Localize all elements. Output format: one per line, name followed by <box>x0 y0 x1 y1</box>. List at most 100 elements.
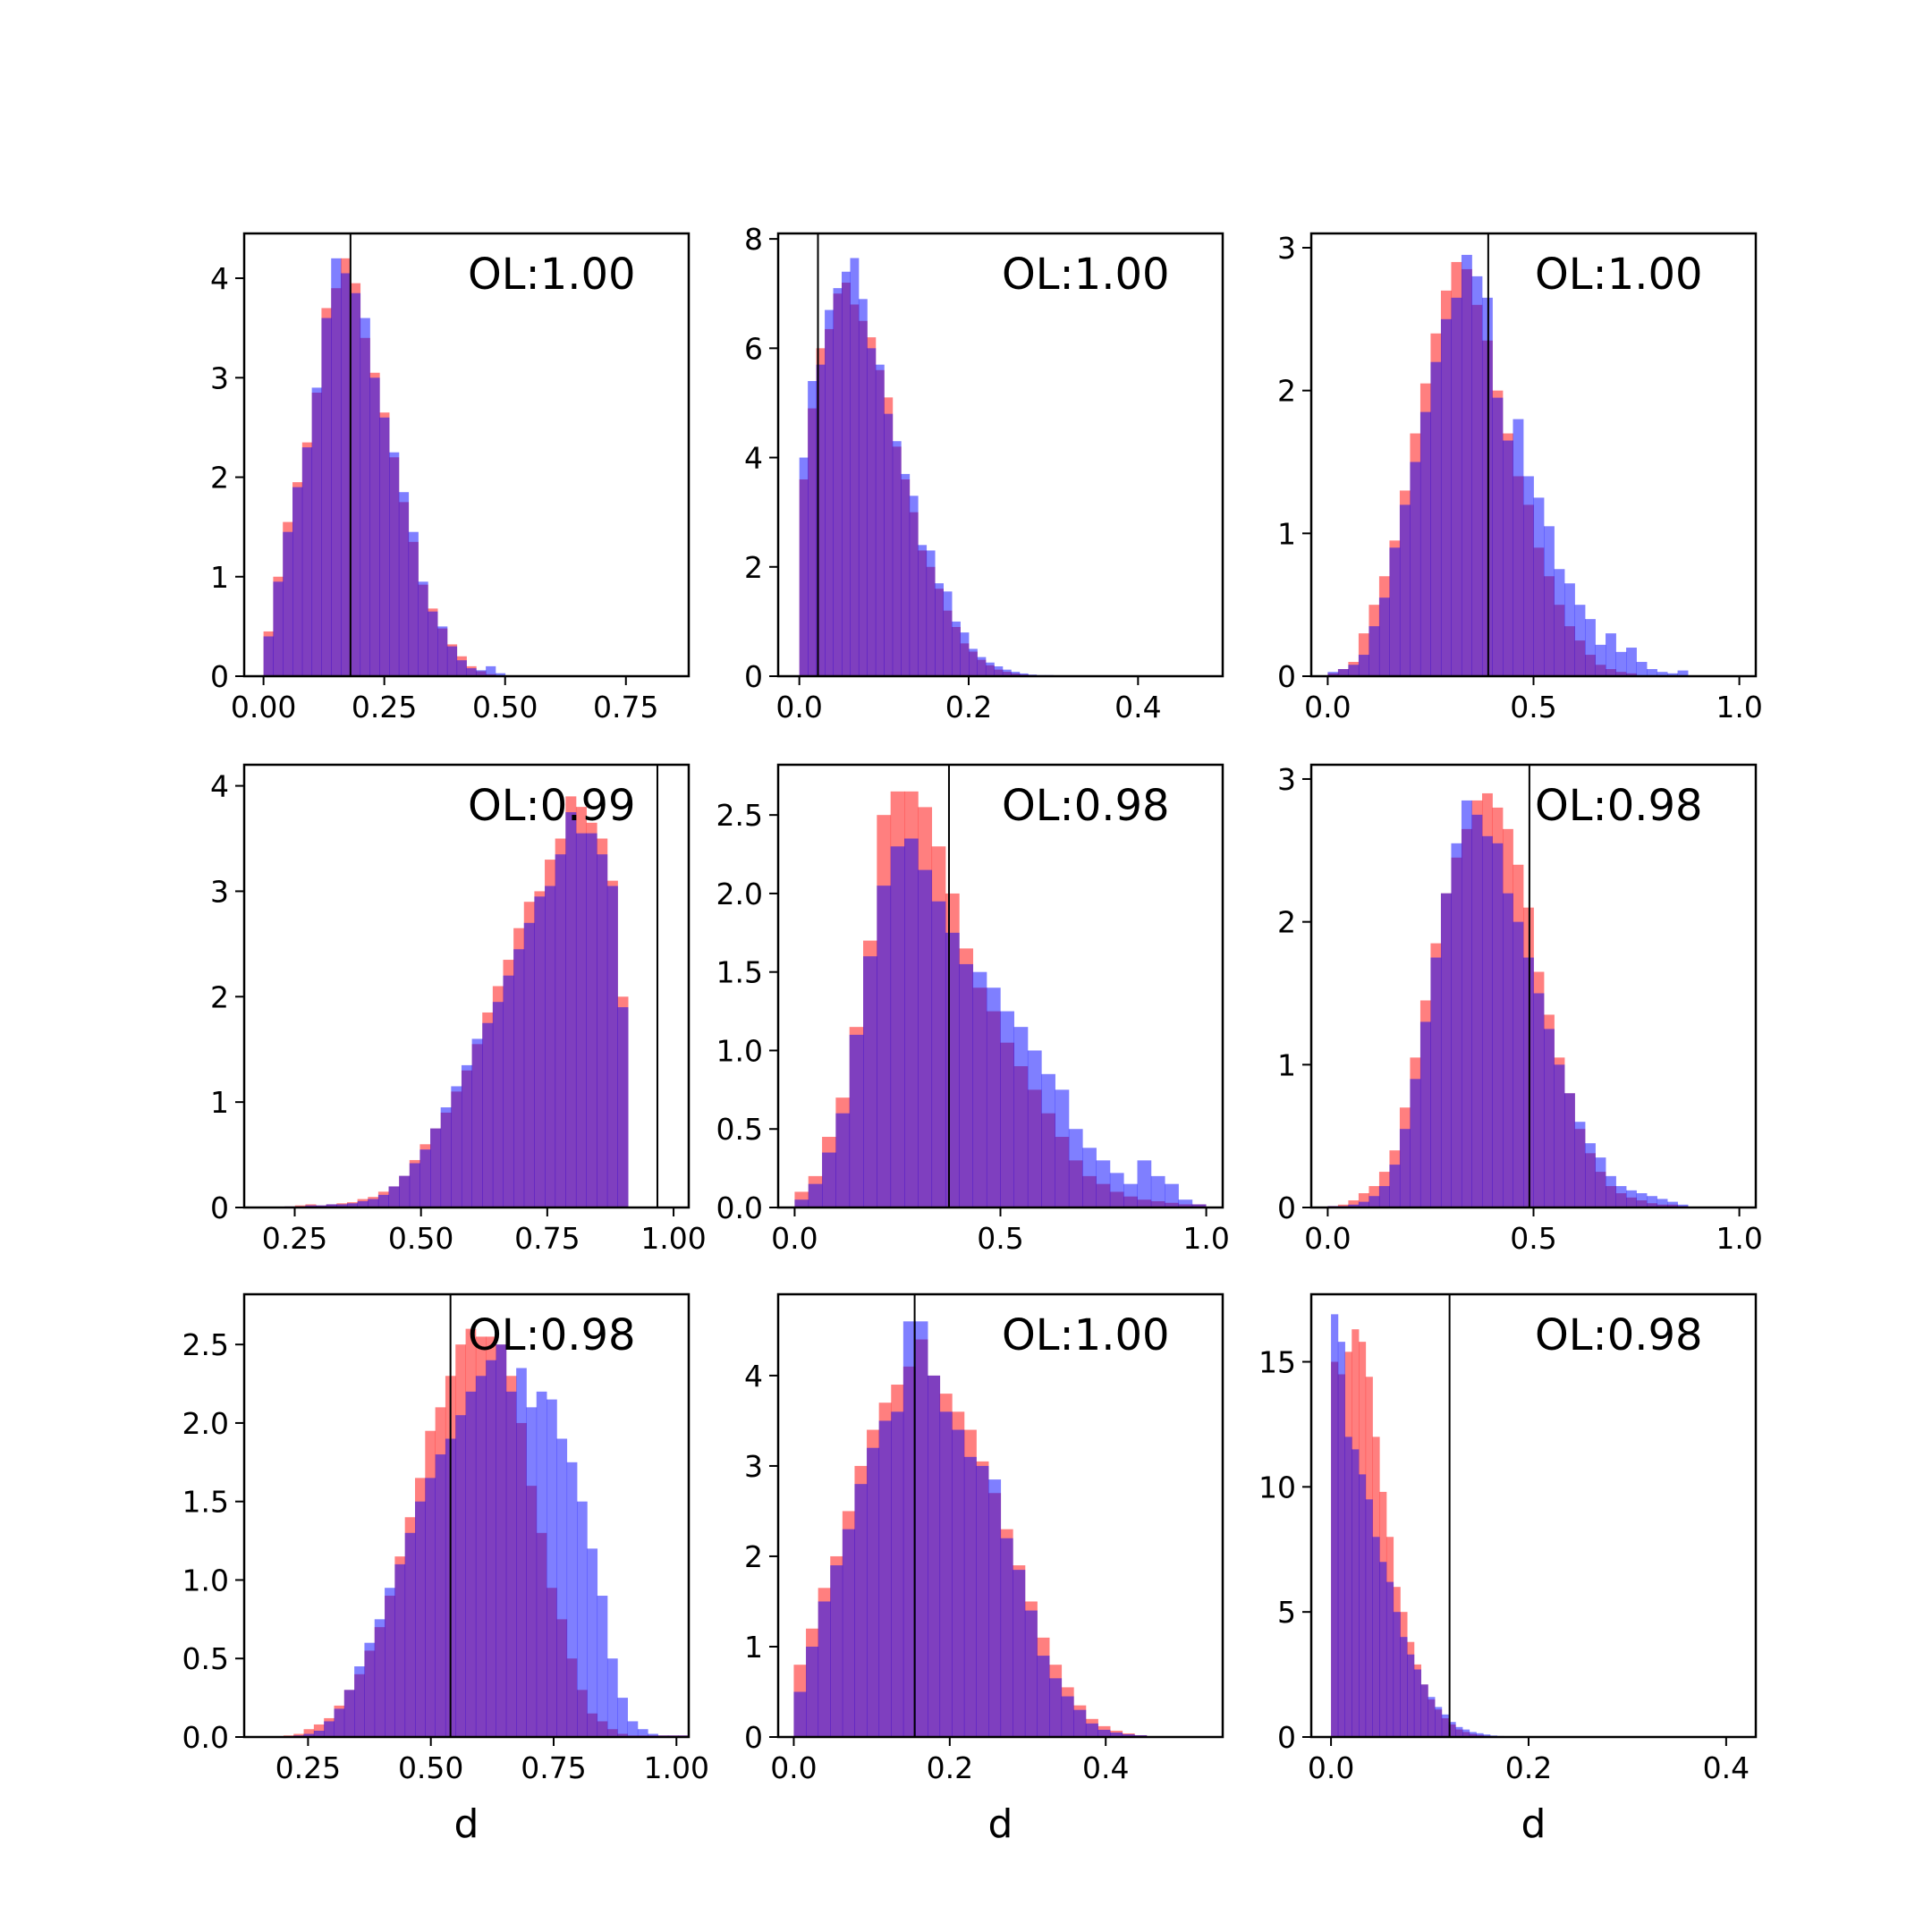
blue-bar <box>986 987 1001 1208</box>
blue-bar <box>354 1666 365 1737</box>
blue-bar <box>842 1529 855 1737</box>
blue-bar <box>475 1376 487 1737</box>
blue-bar <box>1027 1050 1042 1208</box>
blue-bar <box>409 1163 420 1208</box>
blue-bar <box>566 1462 578 1737</box>
y-tick-label: 2 <box>1277 374 1296 409</box>
subplot-3: 0.0 0.5 1.0 0 1 2 3 OL:1.00 <box>1277 231 1763 724</box>
blue-bar <box>476 670 487 676</box>
blue-bar <box>1492 843 1504 1208</box>
blue-bar <box>1554 569 1565 676</box>
x-tick-label: 0.00 <box>231 690 296 724</box>
blue-bar <box>1400 1637 1408 1737</box>
blue-bar <box>1440 893 1452 1208</box>
blue-bar <box>793 1691 807 1737</box>
blue-bar <box>1471 814 1483 1208</box>
x-tick-label: 1.0 <box>1182 1221 1229 1256</box>
x-tick-label: 0.25 <box>352 690 417 724</box>
blue-bar <box>915 1321 928 1737</box>
y-tick-label: 0 <box>744 659 763 694</box>
blue-bar <box>892 441 902 676</box>
blue-bar <box>1348 665 1360 676</box>
blue-bar <box>988 1479 1002 1737</box>
blue-bar <box>324 1721 335 1737</box>
blue-bar <box>461 1064 472 1208</box>
blue-bar <box>1647 669 1657 676</box>
x-tick-label: 0.25 <box>275 1750 341 1785</box>
blue-bar <box>884 413 894 676</box>
blue-series <box>263 258 506 676</box>
blue-bar <box>1019 673 1029 676</box>
blue-bar <box>1399 1129 1411 1208</box>
blue-bar <box>1544 1029 1555 1208</box>
y-tick-label: 0 <box>210 1191 229 1225</box>
blue-bar <box>1502 440 1513 676</box>
blue-bar <box>1564 1093 1575 1208</box>
subplot-6: 0.0 0.5 1.0 0 1 2 3 OL:0.98 <box>1277 762 1763 1256</box>
blue-bar <box>1352 1449 1360 1737</box>
blue-bar <box>1533 497 1545 676</box>
blue-bar <box>486 1360 496 1737</box>
y-tick-label: 2.0 <box>716 877 763 911</box>
blue-bar <box>408 531 419 676</box>
blue-bar <box>388 1186 400 1208</box>
blue-bar <box>336 1204 348 1208</box>
overlap-annotation: OL:0.98 <box>1535 1310 1703 1360</box>
blue-bar <box>943 591 953 676</box>
y-tick-label: 1 <box>1277 1047 1296 1082</box>
blue-bar <box>1331 1314 1339 1737</box>
y-tick-label: 3 <box>210 874 229 909</box>
blue-bar <box>1451 843 1462 1208</box>
x-tick-label: 0.25 <box>262 1221 327 1256</box>
plot-area <box>1331 1314 1504 1737</box>
blue-bar <box>357 1200 369 1208</box>
blue-bar <box>806 1646 819 1737</box>
blue-bar <box>586 833 597 1208</box>
blue-bar <box>350 292 361 676</box>
blue-bar <box>425 1478 436 1737</box>
blue-bar <box>364 1642 376 1737</box>
blue-bar <box>1337 669 1349 676</box>
blue-bar <box>428 611 438 676</box>
y-tick-label: 1.0 <box>182 1563 229 1597</box>
blue-bar <box>877 886 892 1208</box>
blue-series <box>793 1321 1148 1737</box>
blue-bar <box>1110 1732 1123 1737</box>
blue-bar <box>1385 1581 1394 1737</box>
overlap-annotation: OL:1.00 <box>1002 250 1170 300</box>
blue-bar <box>1389 547 1401 676</box>
blue-bar <box>505 1391 517 1737</box>
blue-bar <box>385 1588 395 1737</box>
y-tick-label: 2.5 <box>182 1327 229 1362</box>
blue-bar <box>377 1194 389 1208</box>
blue-bar <box>1061 1696 1074 1737</box>
blue-bar <box>263 636 274 676</box>
blue-bar <box>374 1619 386 1737</box>
x-tick-label: 0.0 <box>775 690 822 724</box>
blue-series <box>1331 1314 1504 1737</box>
blue-bar <box>1002 669 1012 676</box>
plot-area <box>794 791 1207 1208</box>
blue-bar <box>399 1175 411 1208</box>
overlap-annotation: OL:0.98 <box>1002 781 1170 831</box>
blue-bar <box>597 854 608 1208</box>
y-tick-label: 0 <box>1277 1720 1296 1755</box>
y-tick-label: 2 <box>210 979 229 1014</box>
blue-bar <box>858 299 868 676</box>
overlap-annotation: OL:0.99 <box>468 781 636 831</box>
blue-bar <box>1533 993 1545 1208</box>
blue-bar <box>867 1447 880 1737</box>
axes-frame <box>776 1292 1224 1739</box>
blue-bar <box>404 1532 416 1737</box>
red-bar <box>1358 1193 1369 1208</box>
x-tick-label: 0.5 <box>977 1221 1023 1256</box>
blue-bar <box>918 545 928 676</box>
blue-bar <box>835 1113 851 1208</box>
blue-bar <box>1055 1089 1070 1208</box>
blue-bar <box>976 1465 989 1737</box>
subplot-7: 0.25 0.50 0.75 1.00 0.0 0.5 1.0 1.5 2.0 2.5 OL:0.9… <box>182 1292 709 1847</box>
blue-bar <box>415 1501 426 1737</box>
blue-bar <box>1068 1129 1083 1208</box>
red-bar <box>1348 1200 1360 1208</box>
